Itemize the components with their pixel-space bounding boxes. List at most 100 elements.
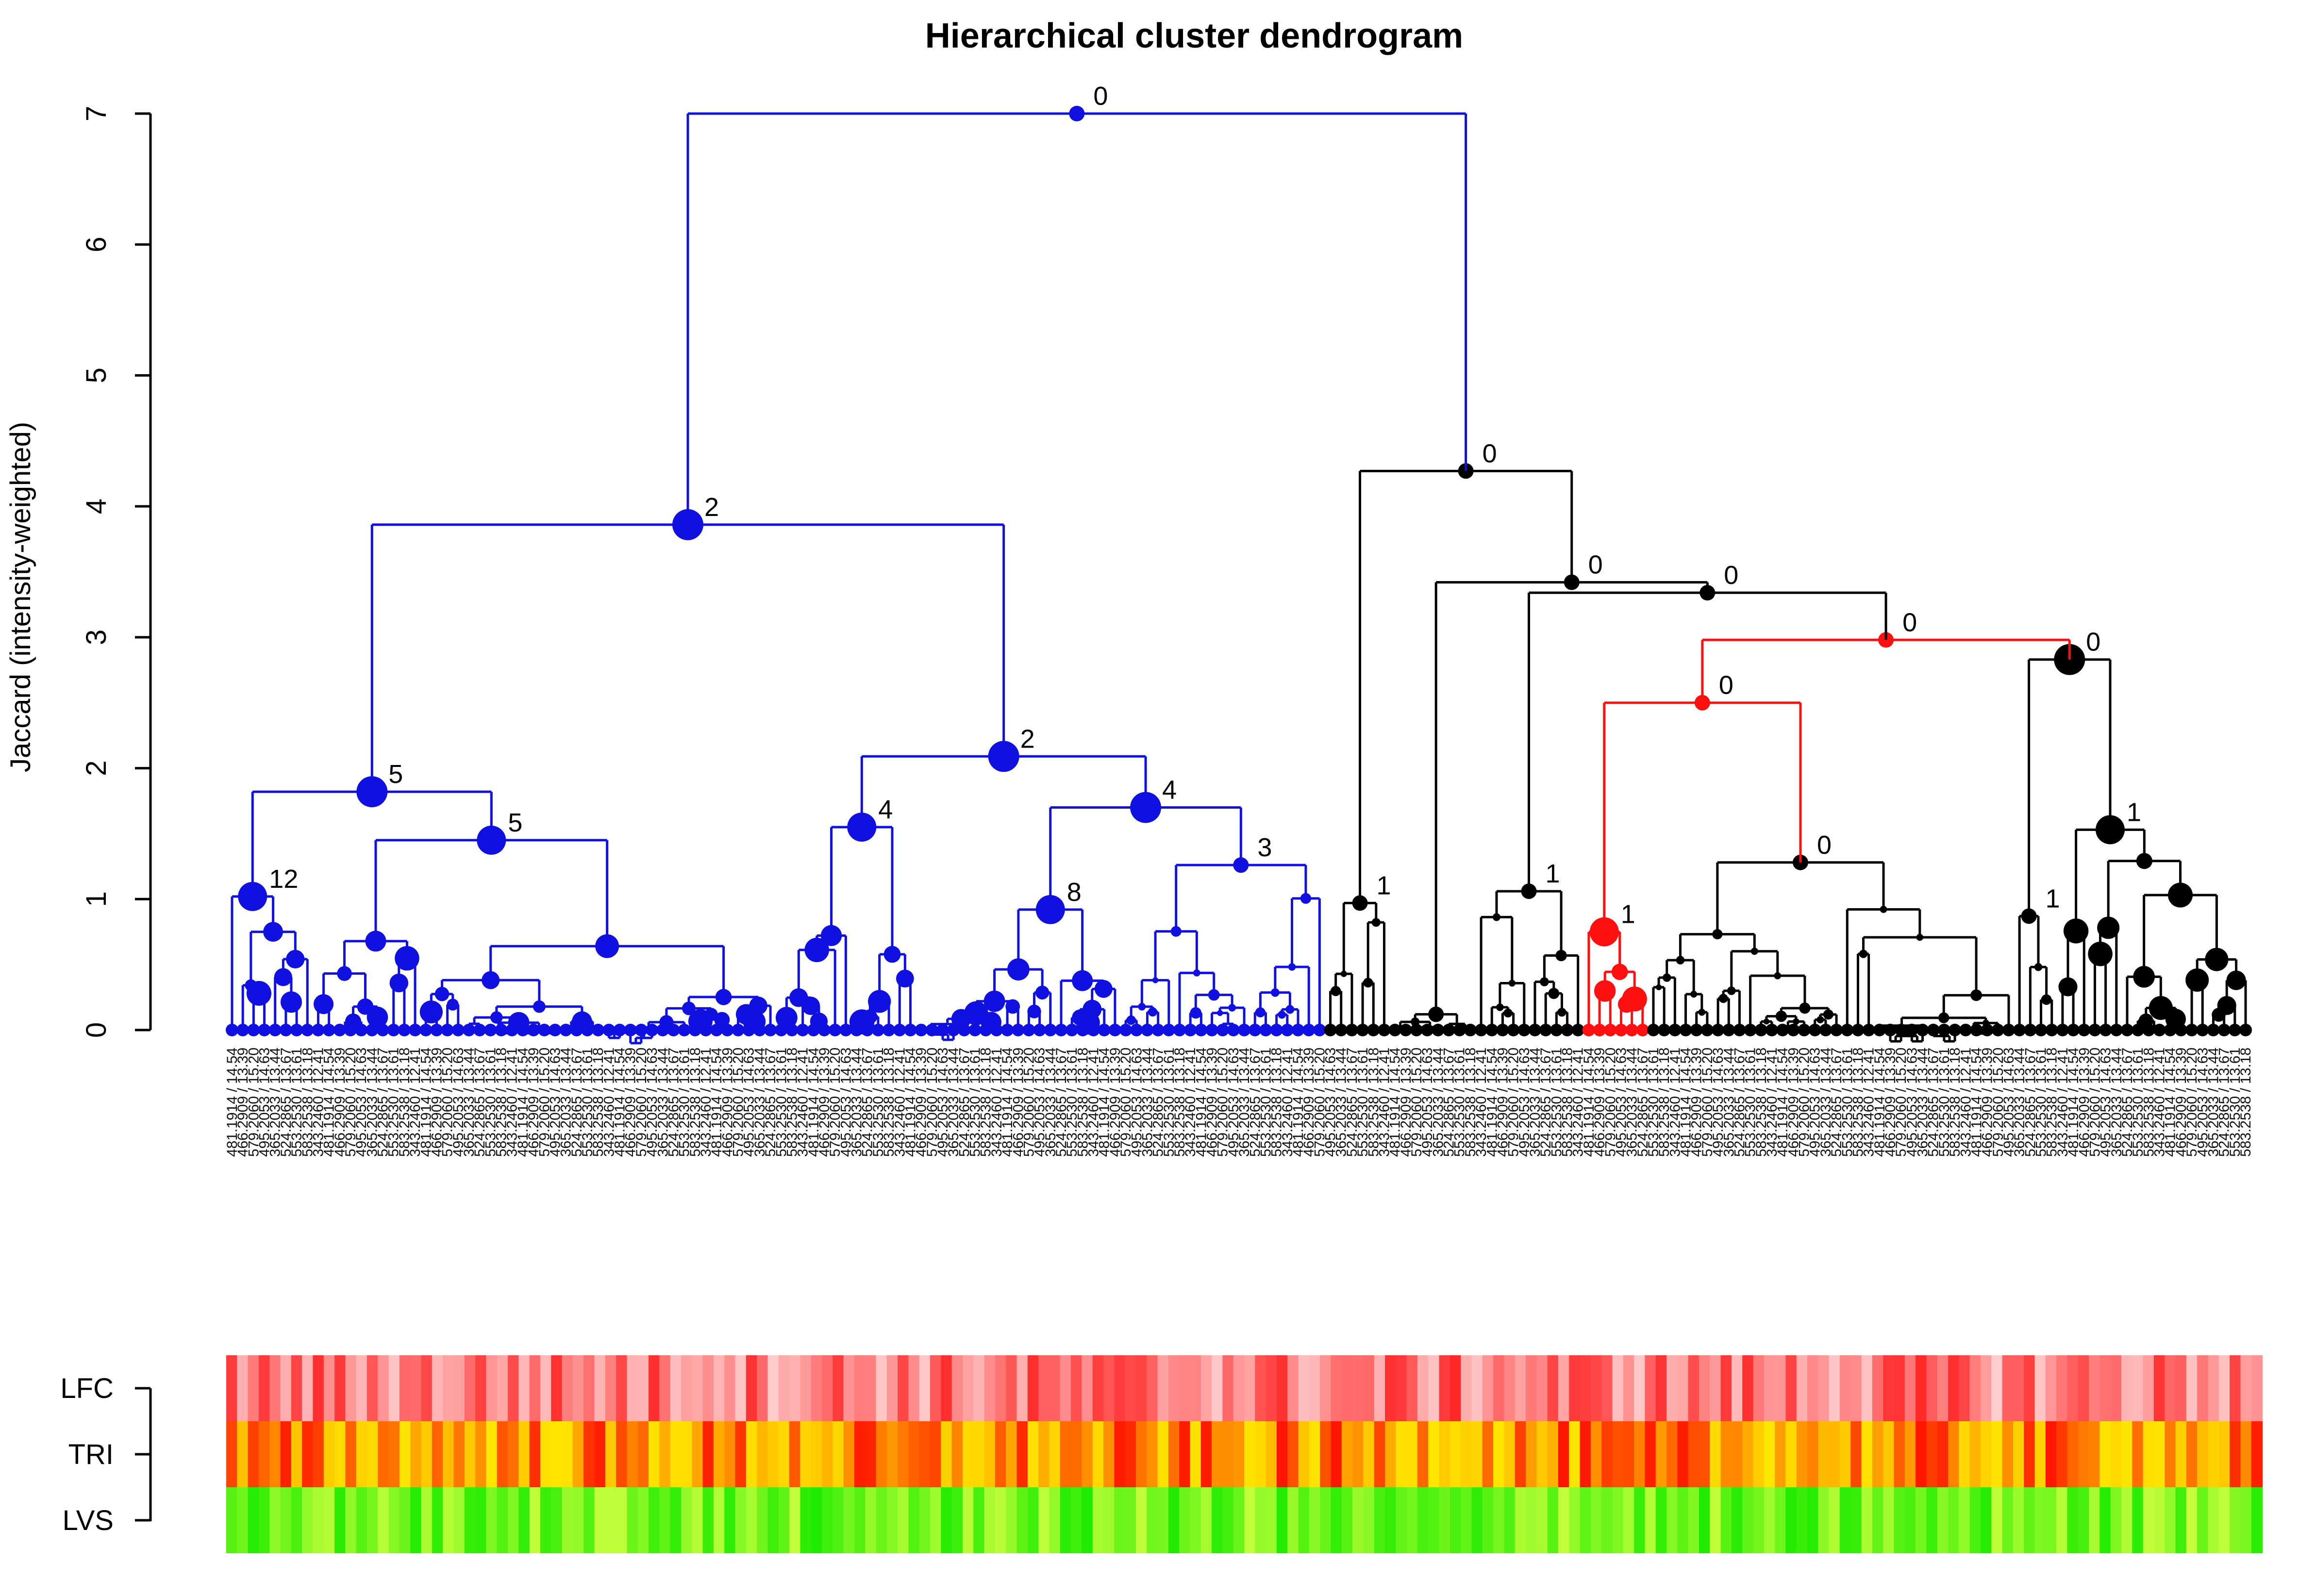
leaf-marker [1539, 1024, 1552, 1036]
leaf-marker [1453, 1024, 1466, 1036]
heatmap-cell [1807, 1421, 1819, 1487]
heatmap-cell [486, 1487, 498, 1553]
heatmap-cell [670, 1487, 682, 1553]
heatmap-cell [1406, 1421, 1418, 1487]
leaf-label: 466.2909 / 13.39 [1495, 1047, 1511, 1157]
leaf-marker [376, 1024, 389, 1036]
heatmap-cell [356, 1421, 368, 1487]
heatmap-cell [399, 1355, 411, 1421]
heatmap-cell [1536, 1355, 1548, 1421]
leaf-marker [1270, 1024, 1283, 1036]
heatmap-cell [962, 1421, 974, 1487]
leaf-label: 583.2538 / 13.18 [1850, 1047, 1866, 1157]
leaf-label: 365.2033 / 13.44 [2012, 1047, 2028, 1157]
leaf-label: 466.2909 / 13.39 [1883, 1047, 1899, 1157]
heatmap-cell [1417, 1355, 1429, 1421]
heatmap-cell [1027, 1355, 1039, 1421]
heatmap-cell [1969, 1421, 1981, 1487]
leaf-marker [893, 1024, 906, 1036]
leaf-label: 365.2033 / 13.44 [1236, 1047, 1252, 1157]
heatmap-cell [1147, 1355, 1158, 1421]
heatmap-cell [854, 1487, 866, 1553]
leaf-label: 579.2060 / 15.20 [1990, 1047, 2006, 1157]
leaf-label: 365.2033 / 13.44 [267, 1047, 283, 1157]
leaf-label: 553.2530 / 13.61 [2227, 1047, 2243, 1157]
heatmap-cell [1601, 1355, 1613, 1421]
heatmap-cell [2240, 1487, 2252, 1553]
leaf-label: 365.2033 / 13.44 [461, 1047, 477, 1157]
leaf-marker [2185, 1024, 2199, 1036]
leaf-marker [1862, 1024, 1875, 1036]
leaf-label: 553.2530 / 13.61 [289, 1047, 305, 1157]
leaf-label: 524.2865 / 13.67 [278, 1047, 294, 1157]
leaf-label: 495.2053 / 14.63 [1129, 1047, 1145, 1157]
heatmap-cell [1385, 1487, 1397, 1553]
leaf-label: 343.2460 / 12.41 [1958, 1047, 1974, 1157]
y-tick-label: 0 [81, 1022, 112, 1038]
leaf-marker [1571, 1024, 1584, 1036]
heatmap-cell [767, 1487, 779, 1553]
node-label: 3 [1257, 833, 1272, 862]
leaf-label: 524.2865 / 13.67 [1732, 1047, 1748, 1157]
leaf-label: 553.2530 / 13.61 [1452, 1047, 1468, 1157]
heatmap-cell [475, 1355, 487, 1421]
heatmap-cell [627, 1421, 638, 1487]
heatmap-cell [1655, 1487, 1667, 1553]
heatmap-cell [1190, 1421, 1201, 1487]
heatmap-cell [313, 1487, 324, 1553]
leaf-label: 583.2538 / 13.18 [687, 1047, 703, 1157]
heatmap-cell [659, 1355, 671, 1421]
leaf-label: 466.2909 / 13.39 [1107, 1047, 1123, 1157]
leaf-label: 481.1914 / 14.54 [1097, 1047, 1113, 1157]
heatmap-cell [1449, 1355, 1462, 1421]
heatmap-cell [2078, 1487, 2090, 1553]
leaf-marker [742, 1024, 755, 1036]
heatmap-cell [1785, 1487, 1797, 1553]
leaf-marker [1421, 1024, 1434, 1036]
heatmap-cell [1601, 1421, 1613, 1487]
leaf-label: 343.2460 / 12.41 [601, 1047, 617, 1157]
heatmap-cell [2153, 1355, 2166, 1421]
leaf-label: 579.2060 / 15.20 [1118, 1047, 1134, 1157]
heatmap-cell [1623, 1487, 1635, 1553]
heatmap-cell [1688, 1421, 1699, 1487]
leaf-label: 466.2909 / 13.39 [1204, 1047, 1220, 1157]
heatmap-cell [1396, 1421, 1407, 1487]
leaf-label: 481.1914 / 14.54 [321, 1047, 337, 1157]
leaf-label: 524.2865 / 13.67 [1538, 1047, 1554, 1157]
heatmap-cell [659, 1421, 671, 1487]
leaf-label: 466.2909 / 13.39 [1301, 1047, 1317, 1157]
heatmap-cell [1526, 1421, 1537, 1487]
heatmap-cell [323, 1421, 335, 1487]
heatmap-cell [854, 1421, 866, 1487]
heatmap-cell [421, 1355, 433, 1421]
leaf-marker [1001, 1024, 1014, 1036]
heatmap-cell [1785, 1355, 1797, 1421]
leaf-label: 495.2053 / 14.63 [2195, 1047, 2211, 1157]
heatmap-cell [464, 1487, 476, 1553]
heatmap-cell [1417, 1421, 1429, 1487]
heatmap-cell [2034, 1421, 2046, 1487]
heatmap-cell [941, 1487, 952, 1553]
leaf-marker [463, 1024, 475, 1036]
leaf-marker [1324, 1024, 1337, 1036]
leaf-marker [2056, 1024, 2069, 1036]
heatmap-cell [1764, 1421, 1776, 1487]
heatmap-cell [1233, 1355, 1245, 1421]
heatmap-cell [302, 1355, 314, 1421]
heatmap-cell [1168, 1421, 1180, 1487]
heatmap-cell [1341, 1355, 1353, 1421]
node-marker [482, 971, 500, 989]
heatmap-cell [1374, 1355, 1386, 1421]
leaf-label: 481.1914 / 14.54 [1000, 1047, 1016, 1157]
leaf-marker [634, 1024, 648, 1036]
heatmap-cell [649, 1421, 660, 1487]
leaf-label: 524.2865 / 13.67 [2022, 1047, 2038, 1157]
leaf-marker [656, 1024, 669, 1036]
leaf-label: 495.2053 / 14.63 [1613, 1047, 1629, 1157]
heatmap-cell [1385, 1355, 1397, 1421]
heatmap-cell [876, 1487, 887, 1553]
heatmap-cell [1428, 1355, 1440, 1421]
heatmap-cell [1580, 1421, 1591, 1487]
leaf-label: 495.2053 / 14.63 [741, 1047, 757, 1157]
